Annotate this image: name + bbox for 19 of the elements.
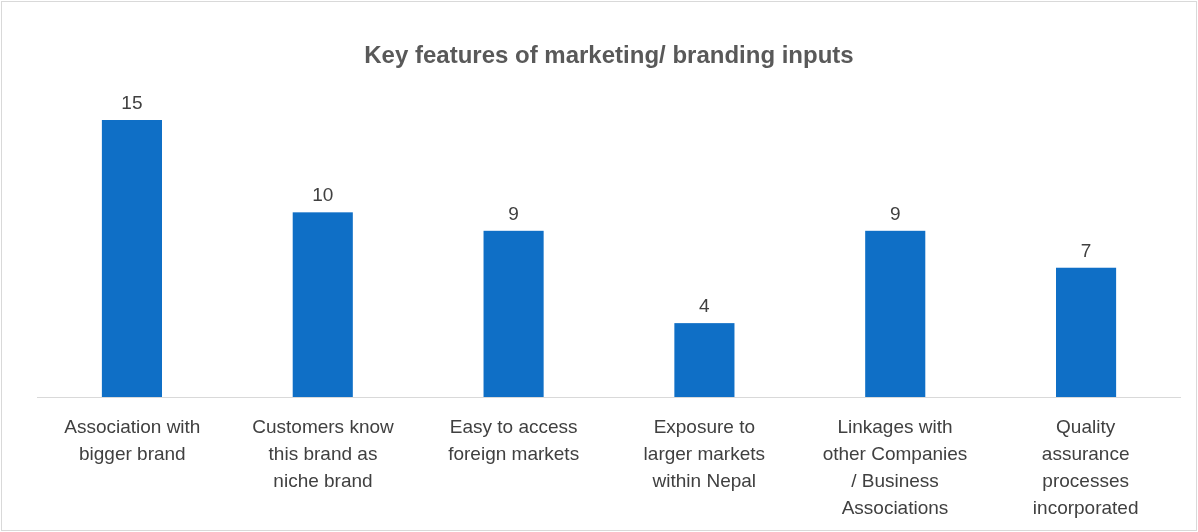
x-tick-label: Linkages with other Companies / Business Associations xyxy=(822,416,968,518)
bar xyxy=(674,323,735,397)
bar xyxy=(292,212,353,397)
chart-title: Key features of marketing/ branding inputs xyxy=(364,41,854,68)
x-tick-label: Quality assurance processes incorporated xyxy=(1032,416,1139,518)
bar xyxy=(101,120,162,397)
data-label: 7 xyxy=(1080,239,1092,261)
bar xyxy=(483,230,544,397)
bar xyxy=(1056,267,1117,397)
x-tick-label: Association with bigger brand xyxy=(64,416,201,464)
data-label: 9 xyxy=(889,202,901,224)
data-label: 10 xyxy=(312,184,334,206)
x-tick-label: Customers know this brand as niche brand xyxy=(252,416,395,491)
bar xyxy=(865,230,926,397)
x-tick-label: Exposure to larger markets within Nepal xyxy=(643,416,766,491)
data-label: 4 xyxy=(699,295,711,317)
data-label: 9 xyxy=(508,202,519,224)
x-tick-label: Easy to access foreign markets xyxy=(448,416,580,464)
data-label: 15 xyxy=(121,92,143,113)
